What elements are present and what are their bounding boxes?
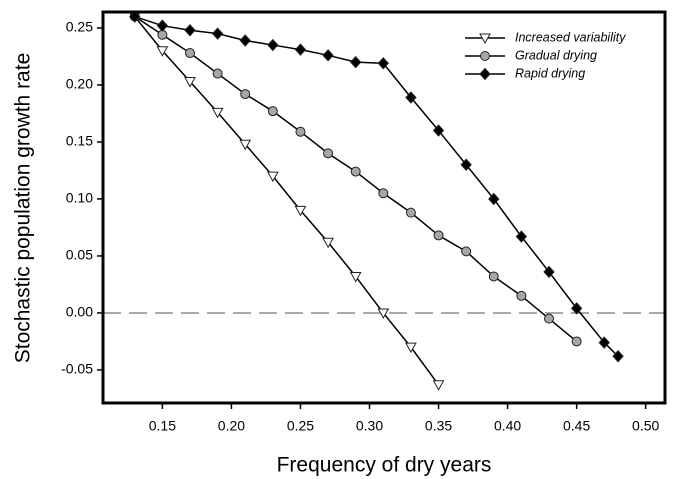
- marker: [488, 192, 500, 206]
- legend-marker: [479, 33, 491, 45]
- x-tick-label: 0.50: [632, 418, 659, 434]
- marker: [543, 265, 555, 279]
- marker: [295, 126, 306, 137]
- x-tick-label: 0.40: [494, 418, 521, 434]
- marker: [129, 10, 141, 23]
- marker: [323, 148, 334, 159]
- marker: [488, 271, 499, 282]
- plot-frame: [101, 10, 667, 405]
- marker: [184, 48, 195, 59]
- marker: [461, 246, 472, 257]
- marker: [516, 290, 527, 301]
- marker: [239, 139, 252, 151]
- x-axis-label: Frequency of dry years: [277, 454, 492, 477]
- marker: [433, 230, 444, 241]
- y-tick-label: -0.05: [61, 361, 93, 377]
- marker: [156, 19, 169, 32]
- marker: [460, 158, 472, 171]
- marker: [184, 77, 196, 88]
- marker: [184, 23, 196, 37]
- marker: [294, 43, 307, 56]
- marker: [378, 188, 389, 199]
- marker: [571, 336, 582, 347]
- y-tick-label: 0.00: [66, 304, 93, 320]
- y-tick-label: 0.10: [66, 190, 93, 206]
- series-line: [134, 16, 440, 386]
- legend-label: Rapid drying: [515, 66, 585, 80]
- marker: [515, 230, 528, 243]
- x-tick-label: 0.20: [218, 418, 245, 434]
- marker: [294, 205, 307, 217]
- y-tick-label: 0.20: [66, 76, 93, 92]
- x-tick-label: 0.30: [356, 418, 383, 434]
- marker: [267, 106, 278, 117]
- y-tick-label: 0.05: [66, 247, 93, 263]
- y-tick-label: 0.15: [66, 133, 93, 149]
- marker: [211, 27, 224, 40]
- marker: [377, 308, 390, 319]
- legend-label: Gradual drying: [515, 48, 597, 62]
- marker: [212, 68, 223, 79]
- marker: [544, 313, 555, 324]
- marker: [598, 336, 610, 349]
- marker: [350, 166, 361, 177]
- marker: [570, 302, 583, 315]
- marker: [432, 124, 445, 137]
- marker: [266, 171, 279, 183]
- marker: [612, 350, 624, 363]
- legend-marker: [480, 51, 490, 61]
- legend-label: Increased variability: [515, 30, 626, 44]
- marker: [377, 57, 389, 70]
- marker: [350, 55, 362, 69]
- x-tick-label: 0.35: [425, 418, 452, 434]
- marker: [322, 49, 334, 62]
- marker: [211, 107, 224, 119]
- marker: [405, 91, 417, 104]
- y-axis-label: Stochastic population growth rate: [12, 53, 35, 364]
- marker: [405, 207, 416, 218]
- marker: [156, 46, 169, 57]
- marker: [349, 271, 362, 283]
- marker: [239, 34, 251, 47]
- x-tick-label: 0.45: [563, 418, 590, 434]
- x-tick-label: 0.25: [287, 418, 314, 434]
- y-tick-label: 0.25: [66, 19, 93, 35]
- marker: [267, 38, 279, 52]
- marker: [432, 380, 445, 391]
- legend-marker: [479, 67, 491, 81]
- marker: [322, 237, 334, 249]
- marker: [405, 342, 417, 354]
- x-tick-label: 0.15: [149, 418, 176, 434]
- marker: [240, 89, 251, 100]
